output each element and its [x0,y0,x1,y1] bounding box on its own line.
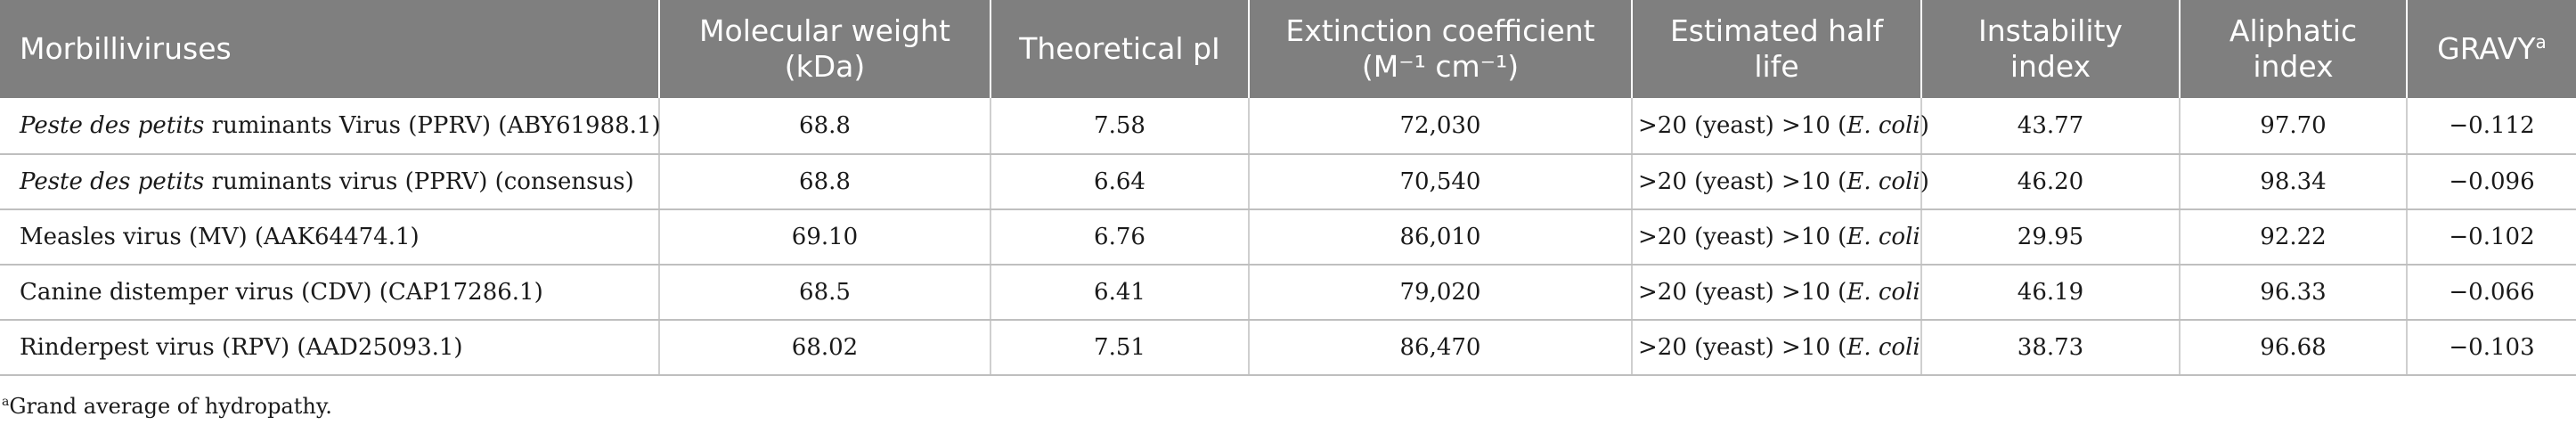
header-instability-index: Instability index [1921,0,2181,98]
cell-virus-name: Peste des petits ruminants virus (PPRV) … [0,154,660,210]
cell-instability-index: 46.20 [1921,154,2181,210]
cell-gravy: −0.103 [2407,320,2576,376]
cell-extinction-coefficient: 86,470 [1249,320,1633,376]
cell-instability-index: 46.19 [1921,265,2181,321]
cell-theoretical-pi: 6.41 [990,265,1250,321]
cell-aliphatic-index: 97.70 [2180,98,2408,155]
cell-half-life: >20 (yeast) >10 (E. coli [1632,209,1922,266]
cell-molecular-weight: 68.02 [659,320,991,376]
cell-half-life: >20 (yeast) >10 (E. coli [1632,320,1922,376]
header-morbilliviruses: Morbilliviruses [0,0,660,98]
protein-properties-table: Morbilliviruses Molecular weight (kDa) Th… [0,0,2576,376]
table-row: Rinderpest virus (RPV) (AAD25093.1) 68.0… [0,320,2576,376]
table-row: Measles virus (MV) (AAK64474.1) 69.10 6.… [0,209,2576,266]
cell-gravy: −0.102 [2407,209,2576,266]
cell-extinction-coefficient: 72,030 [1249,98,1633,155]
header-aliphatic-index: Aliphatic index [2180,0,2408,98]
table-container: Morbilliviruses Molecular weight (kDa) Th… [0,0,2576,376]
cell-half-life: >20 (yeast) >10 (E. coli) [1632,154,1929,210]
cell-molecular-weight: 69.10 [659,209,991,266]
header-molecular-weight: Molecular weight (kDa) [659,0,991,98]
table-header-row: Morbilliviruses Molecular weight (kDa) Th… [0,0,2576,98]
cell-instability-index: 38.73 [1921,320,2181,376]
cell-virus-name: Measles virus (MV) (AAK64474.1) [0,209,660,266]
header-extinction-coefficient: Extinction coefficient (M⁻¹ cm⁻¹) [1249,0,1633,98]
cell-aliphatic-index: 96.68 [2180,320,2408,376]
table-footnote: aGrand average of hydropathy. [2,394,332,419]
cell-gravy: −0.066 [2407,265,2576,321]
cell-theoretical-pi: 7.58 [990,98,1250,155]
cell-theoretical-pi: 6.76 [990,209,1250,266]
cell-instability-index: 43.77 [1921,98,2181,155]
cell-extinction-coefficient: 86,010 [1249,209,1633,266]
cell-theoretical-pi: 6.64 [990,154,1250,210]
cell-gravy: −0.112 [2407,98,2576,155]
cell-half-life: >20 (yeast) >10 (E. coli) [1632,98,1929,155]
cell-aliphatic-index: 98.34 [2180,154,2408,210]
table-row: Canine distemper virus (CDV) (CAP17286.1… [0,265,2576,321]
cell-half-life: >20 (yeast) >10 (E. coli [1632,265,1922,321]
cell-aliphatic-index: 96.33 [2180,265,2408,321]
header-gravy: GRAVYa [2407,0,2576,98]
cell-theoretical-pi: 7.51 [990,320,1250,376]
cell-virus-name: Peste des petits ruminants Virus (PPRV) … [0,98,661,155]
cell-aliphatic-index: 92.22 [2180,209,2408,266]
cell-gravy: −0.096 [2407,154,2576,210]
cell-molecular-weight: 68.5 [659,265,991,321]
header-theoretical-pi: Theoretical pI [990,0,1250,98]
cell-virus-name: Canine distemper virus (CDV) (CAP17286.1… [0,265,660,321]
cell-instability-index: 29.95 [1921,209,2181,266]
table-row: Peste des petits ruminants virus (PPRV) … [0,154,2576,210]
table-row: Peste des petits ruminants Virus (PPRV) … [0,98,2576,155]
header-estimated-half-life: Estimated half life [1632,0,1922,98]
cell-molecular-weight: 68.8 [659,98,991,155]
cell-virus-name: Rinderpest virus (RPV) (AAD25093.1) [0,320,660,376]
cell-molecular-weight: 68.8 [659,154,991,210]
cell-extinction-coefficient: 70,540 [1249,154,1633,210]
cell-extinction-coefficient: 79,020 [1249,265,1633,321]
